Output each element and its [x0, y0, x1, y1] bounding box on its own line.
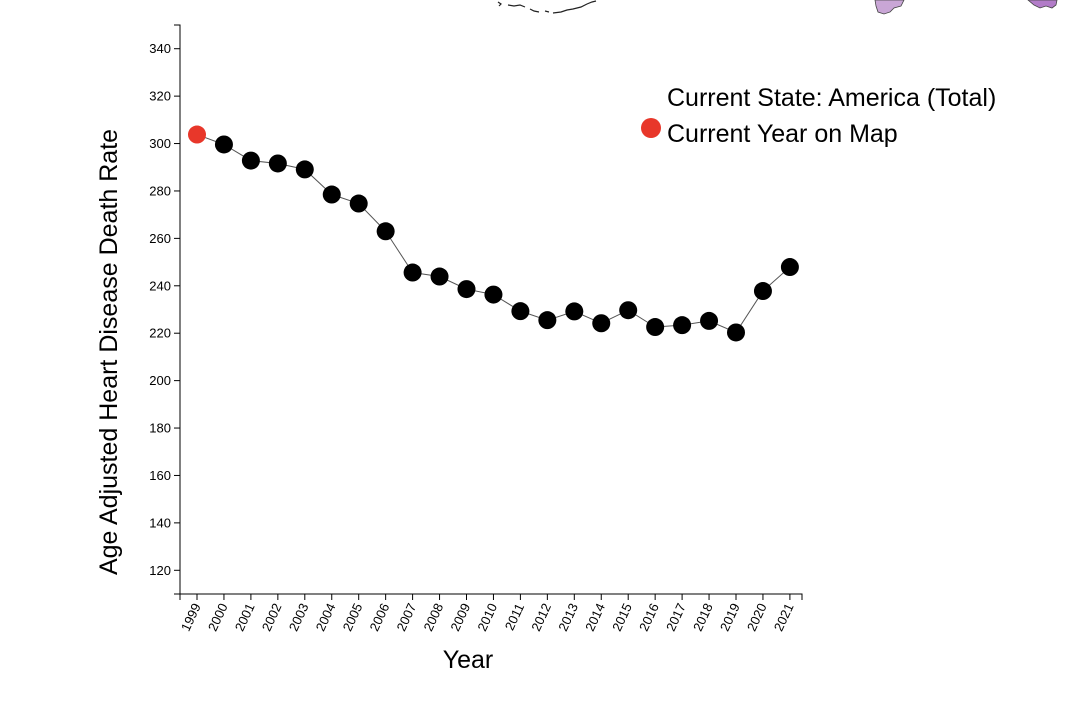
y-tick-label: 320 — [149, 89, 171, 104]
data-point[interactable] — [727, 323, 745, 342]
y-tick-label: 280 — [149, 183, 171, 198]
x-tick-label: 2004 — [313, 601, 339, 634]
y-tick-label: 220 — [149, 326, 171, 341]
y-tick-label: 260 — [149, 231, 171, 246]
x-axis: 1999 2000 2001 2002 2003 2004 2005 2006 2007 2008… — [178, 593, 803, 634]
x-tick-label: 2012 — [528, 601, 554, 634]
x-tick-label: 2001 — [232, 601, 258, 634]
y-axis-title: Age Adjusted Heart Disease Death Rate — [95, 129, 123, 575]
data-point[interactable] — [753, 282, 772, 301]
x-tick-label: 1999 — [178, 601, 204, 634]
x-tick-label: 2008 — [420, 601, 446, 634]
data-point[interactable] — [457, 280, 476, 299]
x-tick-label: 2015 — [609, 601, 635, 634]
legend-current-state: Current State: America (Total) — [667, 84, 996, 112]
y-tick-label: 160 — [149, 468, 171, 483]
data-point[interactable] — [484, 285, 503, 304]
data-point[interactable] — [376, 222, 395, 241]
data-point[interactable] — [349, 194, 368, 213]
x-tick-label: 2003 — [286, 601, 312, 634]
y-tick-label: 240 — [149, 278, 171, 293]
x-tick-label: 2021 — [771, 601, 797, 634]
data-point[interactable] — [511, 302, 530, 321]
x-tick-label: 2014 — [582, 601, 608, 634]
data-point[interactable] — [295, 160, 314, 179]
y-tick-label: 140 — [149, 515, 171, 530]
x-tick-label: 2005 — [340, 601, 366, 634]
x-tick-label: 2007 — [394, 601, 420, 634]
x-tick-label: 2011 — [502, 601, 527, 633]
data-point[interactable] — [619, 301, 638, 320]
data-point[interactable] — [592, 314, 611, 333]
x-tick-label: 2016 — [636, 601, 662, 634]
legend-current-year: Current Year on Map — [667, 120, 898, 148]
map-fragment-state-1[interactable] — [874, 0, 905, 15]
y-tick-label: 200 — [149, 373, 171, 388]
x-axis-title: Year — [443, 646, 494, 674]
map-fragment-state-2[interactable] — [1027, 0, 1058, 9]
y-tick-label: 340 — [149, 41, 171, 56]
x-tick-label: 2006 — [367, 601, 393, 634]
y-tick-label: 180 — [149, 421, 171, 436]
y-tick-label: 300 — [149, 136, 171, 151]
map-fragments — [497, 0, 1058, 15]
data-point-current-year[interactable] — [188, 125, 206, 144]
y-axis: 120 140 160 180 200 220 240 260 280 300 320 340 — [149, 24, 181, 595]
legend: Current State: America (Total) Current Y… — [641, 84, 996, 148]
data-point[interactable] — [214, 135, 233, 154]
y-tick-label: 120 — [149, 563, 171, 578]
data-point[interactable] — [780, 258, 799, 277]
x-tick-label: 2000 — [205, 601, 231, 634]
x-tick-label: 2018 — [690, 601, 716, 634]
data-point[interactable] — [700, 311, 719, 330]
x-tick-label: 2010 — [474, 601, 500, 634]
map-fragment-alaska[interactable] — [497, 0, 597, 14]
x-tick-label: 2020 — [744, 601, 770, 634]
data-point[interactable] — [322, 185, 341, 204]
y-axis-line — [174, 24, 181, 595]
data-point[interactable] — [646, 318, 665, 337]
x-tick-label: 2017 — [663, 601, 689, 634]
x-tick-label: 2002 — [259, 601, 285, 634]
series-points — [188, 125, 799, 342]
data-point[interactable] — [673, 316, 692, 335]
data-point[interactable] — [268, 154, 287, 173]
x-tick-label: 2013 — [555, 601, 581, 634]
data-point[interactable] — [430, 267, 449, 286]
x-tick-label: 2009 — [447, 601, 473, 634]
data-point[interactable] — [241, 151, 260, 170]
x-axis-line — [179, 593, 803, 600]
x-tick-label: 2019 — [717, 601, 743, 634]
data-point[interactable] — [403, 263, 422, 282]
legend-current-year-marker-icon — [641, 118, 661, 138]
data-point[interactable] — [538, 311, 557, 330]
data-point[interactable] — [565, 302, 584, 321]
